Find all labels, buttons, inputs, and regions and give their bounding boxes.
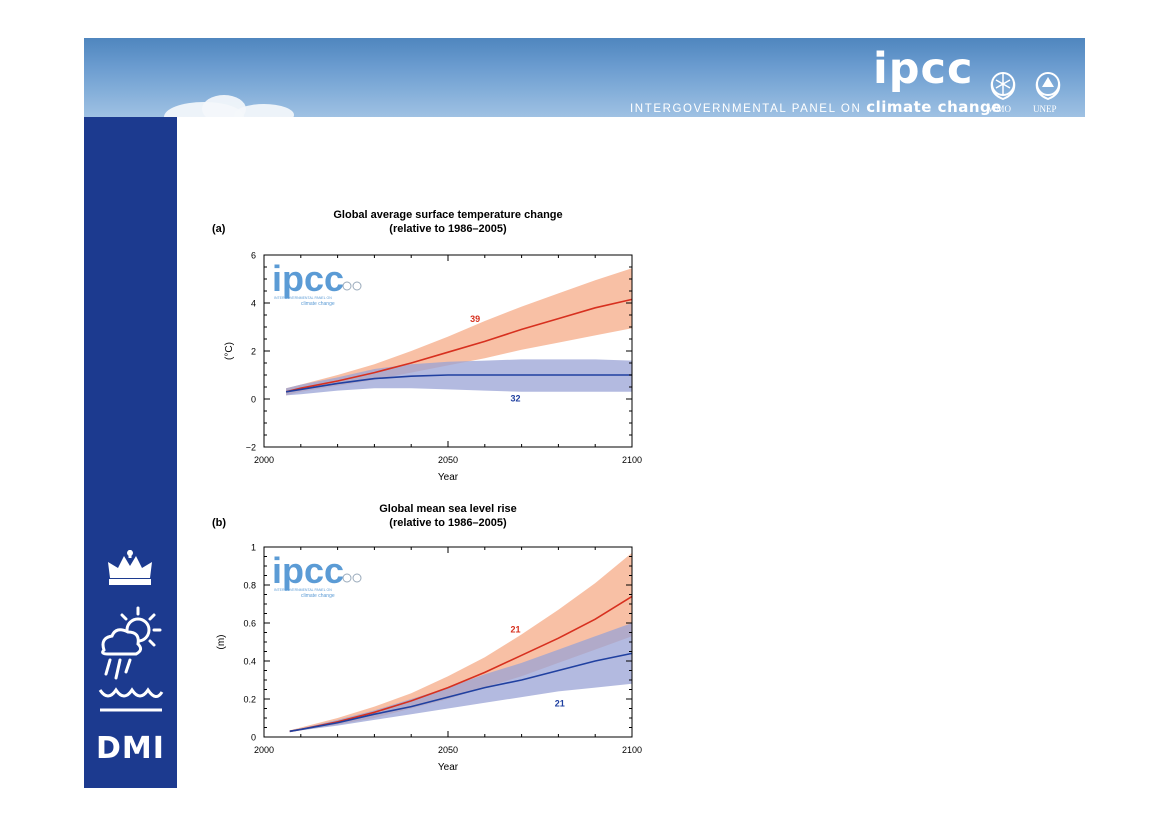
watermark-wmo-icon <box>342 281 352 291</box>
x-tick-label: 2000 <box>254 455 274 465</box>
x-tick-label: 2100 <box>622 745 642 755</box>
watermark-logo: ipcc <box>272 550 344 591</box>
uncertainty-band-red <box>286 268 632 396</box>
y-tick-label: 0 <box>251 733 256 743</box>
y-tick-label: 4 <box>251 299 256 309</box>
slide: ipcc INTERGOVERNMENTAL PANEL ON climate … <box>84 38 1085 788</box>
chart-subtitle: (relative to 1986–2005) <box>389 517 507 529</box>
header-banner: ipcc INTERGOVERNMENTAL PANEL ON climate … <box>84 38 1085 117</box>
chart-title: Global average surface temperature chang… <box>333 209 562 221</box>
watermark-subtitle: INTERGOVERNMENTAL PANEL ON <box>274 588 332 592</box>
series-line-blue <box>289 652 633 733</box>
watermark-unep-icon <box>352 573 362 583</box>
x-tick-label: 2050 <box>438 455 458 465</box>
unep-label: UNEP <box>1033 104 1057 114</box>
y-tick-label: 0.4 <box>243 657 256 667</box>
uncertainty-band-blue <box>286 359 632 396</box>
crown-icon <box>108 550 152 585</box>
x-tick-label: 2100 <box>622 455 642 465</box>
watermark-logo: ipcc <box>272 258 344 299</box>
y-axis-label: (°C) <box>224 342 235 360</box>
wmo-emblem-icon <box>990 72 1016 101</box>
y-tick-label: 1 <box>251 543 256 553</box>
ipcc-subtitle-small: INTERGOVERNMENTAL PANEL ON <box>630 103 862 115</box>
chart-subtitle: (relative to 1986–2005) <box>389 223 507 235</box>
wmo-label: WMO <box>988 104 1011 114</box>
watermark-subtitle-climate: climate change <box>301 593 335 599</box>
series-label-red: 39 <box>470 314 480 324</box>
panel-label: (b) <box>212 517 226 529</box>
watermark-wmo-icon <box>342 573 352 583</box>
uncertainty-band-blue <box>289 623 632 733</box>
x-tick-label: 2000 <box>254 745 274 755</box>
watermark-subtitle-climate: climate change <box>301 301 335 307</box>
series-label-blue: 32 <box>511 393 521 403</box>
y-tick-label: −2 <box>246 443 256 453</box>
y-tick-label: 0.6 <box>243 619 256 629</box>
y-tick-label: 0 <box>251 395 256 405</box>
x-axis-label: Year <box>438 472 459 483</box>
chart-title: Global mean sea level rise <box>379 503 517 515</box>
watermark-unep-icon <box>352 281 362 291</box>
ipcc-subtitle-big: climate change <box>866 98 1002 116</box>
y-tick-label: 0.8 <box>243 581 256 591</box>
cloud-decoration <box>234 104 294 117</box>
sidebar: DMI <box>84 117 177 788</box>
y-tick-label: 2 <box>251 347 256 357</box>
waves-icon <box>98 687 164 712</box>
x-axis-label: Year <box>438 762 459 773</box>
uncertainty-band-red <box>289 552 632 733</box>
weather-icon <box>101 606 162 680</box>
series-label-blue: 21 <box>555 699 565 709</box>
unep-emblem-icon <box>1035 72 1061 101</box>
ipcc-subtitle: INTERGOVERNMENTAL PANEL ON climate chang… <box>630 98 1002 116</box>
y-axis-label: (m) <box>216 635 227 650</box>
dmi-logo: DMI <box>96 731 165 766</box>
y-tick-label: 0.2 <box>243 695 256 705</box>
y-tick-label: 6 <box>251 251 256 261</box>
series-line-blue <box>285 374 632 393</box>
panel-label: (a) <box>212 223 226 235</box>
ipcc-logo: ipcc <box>873 44 974 94</box>
series-line-red <box>285 298 633 393</box>
watermark-subtitle: INTERGOVERNMENTAL PANEL ON <box>274 296 332 300</box>
x-tick-label: 2050 <box>438 745 458 755</box>
series-label-red: 21 <box>511 625 521 635</box>
